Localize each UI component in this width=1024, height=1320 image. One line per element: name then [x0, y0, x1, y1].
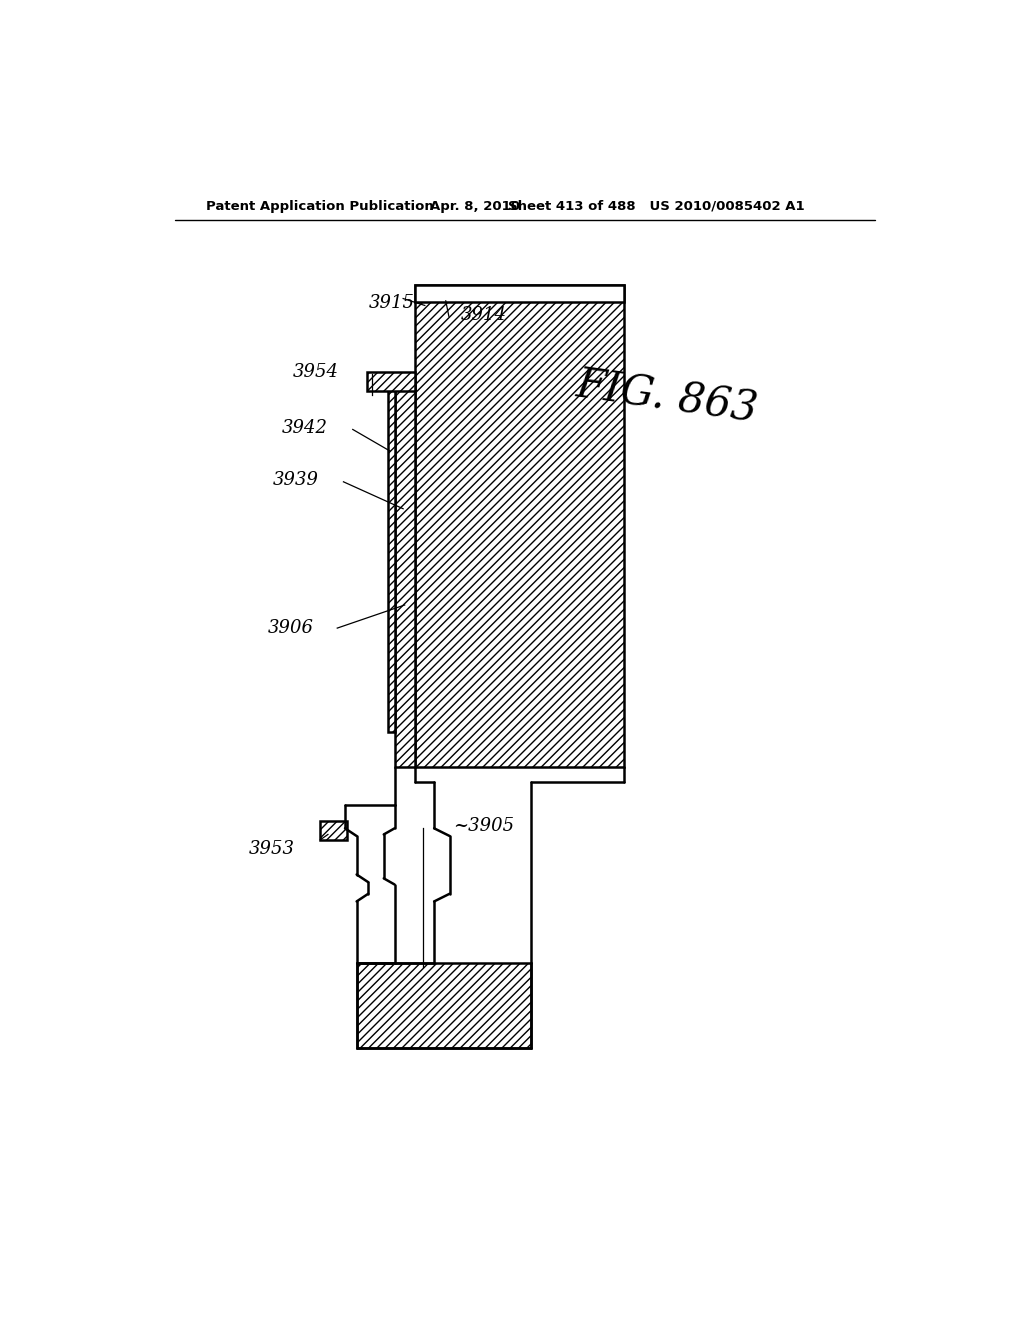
Text: 3942: 3942 — [282, 418, 328, 437]
Text: 3915: 3915 — [369, 294, 415, 312]
Text: 3939: 3939 — [272, 471, 318, 490]
Text: Patent Application Publication: Patent Application Publication — [206, 199, 433, 213]
Text: Sheet 413 of 488   US 2010/0085402 A1: Sheet 413 of 488 US 2010/0085402 A1 — [508, 199, 805, 213]
Text: 3914: 3914 — [461, 306, 507, 323]
Text: 3953: 3953 — [249, 840, 295, 858]
Polygon shape — [415, 285, 624, 302]
Text: 3954: 3954 — [293, 363, 339, 381]
Text: FIG. 863: FIG. 863 — [573, 363, 760, 430]
Polygon shape — [367, 372, 415, 391]
Polygon shape — [356, 964, 531, 1048]
Polygon shape — [388, 381, 394, 733]
Text: Apr. 8, 2010: Apr. 8, 2010 — [430, 199, 520, 213]
Polygon shape — [321, 821, 347, 840]
Text: ~3905: ~3905 — [454, 817, 515, 836]
Polygon shape — [394, 381, 415, 767]
Text: 3906: 3906 — [268, 619, 314, 638]
Polygon shape — [415, 285, 624, 767]
